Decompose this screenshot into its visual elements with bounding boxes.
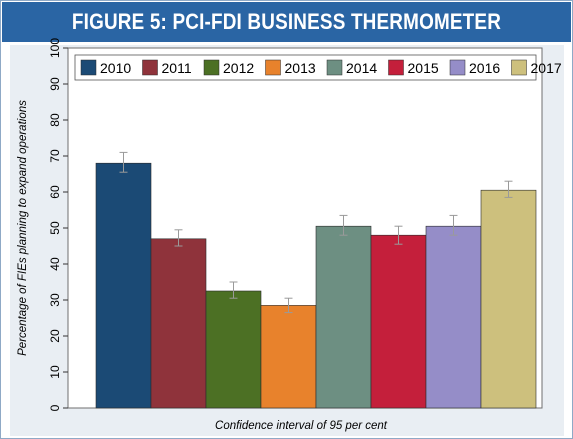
legend-label: 2013 — [285, 60, 316, 76]
legend-item-2016: 2016 — [449, 59, 500, 76]
y-axis-label: Percentage of FIEs planning to expand op… — [17, 100, 29, 356]
error-bar-2015 — [394, 225, 403, 245]
legend-label: 2010 — [100, 60, 131, 76]
error-bar-2017 — [504, 180, 513, 198]
error-bar-2012 — [229, 281, 238, 299]
y-tick-label: 10 — [48, 365, 62, 379]
error-bar-2016 — [449, 214, 458, 236]
legend-item-2010: 2010 — [80, 59, 131, 76]
error-bar-2013 — [284, 297, 293, 314]
bar-2015 — [370, 234, 427, 409]
error-bar-2010 — [119, 151, 128, 173]
figure-title-banner: FIGURE 5: PCI-FDI BUSINESS THERMOMETER — [2, 2, 571, 42]
y-tick-label: 90 — [48, 77, 62, 91]
bar-2011 — [150, 238, 207, 409]
y-axis: 0 10 20 30 40 50 60 70 80 90 100 — [48, 38, 68, 411]
bar-2010 — [95, 162, 152, 409]
bar-2012 — [205, 290, 262, 409]
bar-2013 — [260, 305, 317, 409]
legend-swatch — [80, 59, 97, 76]
y-tick-label: 100 — [48, 38, 62, 58]
legend-swatch — [265, 59, 281, 76]
legend-label: 2015 — [408, 60, 439, 76]
y-tick-label: 0 — [48, 404, 62, 411]
y-tick-label: 70 — [48, 149, 62, 163]
y-tick-label: 20 — [48, 329, 62, 343]
legend-item-2017: 2017 — [511, 59, 562, 76]
legend-item-2011: 2011 — [142, 59, 192, 76]
legend-item-2013: 2013 — [265, 59, 316, 76]
legend-item-2014: 2014 — [326, 59, 377, 76]
legend-swatch — [511, 59, 527, 76]
legend-label: 2017 — [531, 60, 562, 76]
legend-swatch — [142, 59, 158, 76]
legend: 2010 2011 2012 2013 2014 2015 2016 2017 — [74, 54, 562, 81]
bar-2016 — [425, 225, 482, 409]
error-bar-2014 — [339, 214, 348, 236]
error-bars — [119, 151, 513, 314]
bar-2014 — [315, 225, 372, 409]
legend-swatch — [388, 59, 404, 76]
y-tick-label: 40 — [48, 257, 62, 271]
legend-label: 2014 — [346, 60, 377, 76]
legend-item-2012: 2012 — [203, 59, 254, 76]
y-tick-label: 60 — [48, 185, 62, 199]
error-bar-2011 — [174, 229, 183, 247]
y-tick-label: 30 — [48, 293, 62, 307]
legend-label: 2011 — [162, 60, 192, 76]
y-tick-label: 50 — [48, 221, 62, 235]
legend-label: 2016 — [469, 60, 500, 76]
bars — [95, 162, 537, 409]
legend-item-2015: 2015 — [388, 59, 439, 76]
bar-2017 — [480, 189, 537, 409]
x-axis-label: Confidence interval of 95 per cent — [215, 420, 388, 432]
legend-swatch — [449, 59, 466, 76]
legend-swatch — [203, 59, 220, 76]
figure-title: FIGURE 5: PCI-FDI BUSINESS THERMOMETER — [71, 9, 502, 34]
legend-swatch — [326, 59, 343, 76]
legend-label: 2012 — [223, 60, 254, 76]
y-tick-label: 80 — [48, 113, 62, 127]
